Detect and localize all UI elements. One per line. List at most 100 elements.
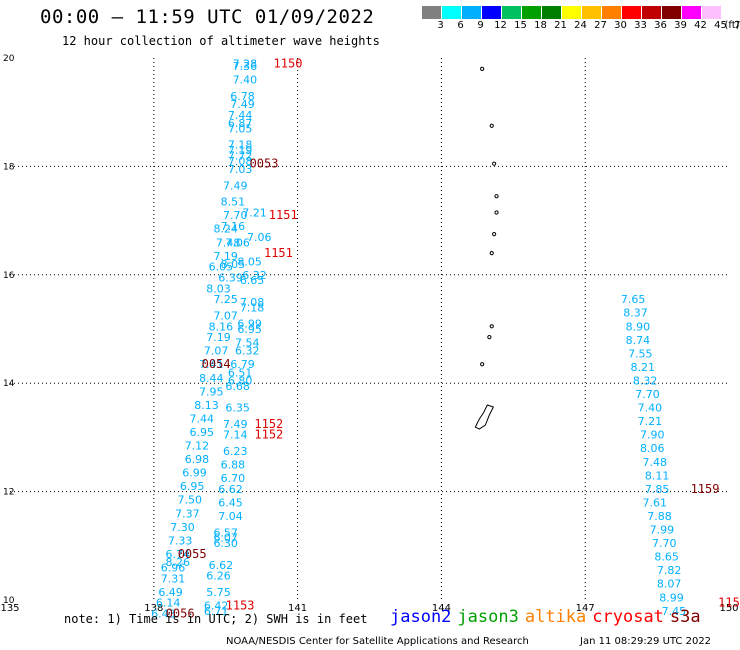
legend-swatch bbox=[602, 6, 622, 19]
wave-height-value: 5.75 bbox=[206, 586, 231, 599]
wave-height-value: 6.32 bbox=[242, 269, 267, 282]
wave-height-value: 7.44 bbox=[189, 412, 214, 425]
wave-height-value: 8.44 bbox=[199, 372, 224, 385]
legend-label: 70 bbox=[734, 20, 740, 31]
wave-height-value: 8.21 bbox=[630, 361, 655, 374]
pass-time-label: 0056 bbox=[166, 607, 195, 621]
legend-label: 39 bbox=[674, 20, 687, 31]
wave-height-value: 7.40 bbox=[233, 74, 258, 87]
wave-height-value: 6.62 bbox=[209, 559, 234, 572]
pass-time-label: 0053 bbox=[250, 157, 279, 171]
island-outline bbox=[489, 251, 494, 256]
chart-subtitle: 12 hour collection of altimeter wave hei… bbox=[62, 34, 380, 48]
wave-height-value: 6.74 bbox=[166, 548, 191, 561]
wave-height-value: 7.72 bbox=[228, 150, 253, 163]
wave-height-value: 7.33 bbox=[168, 534, 193, 547]
wave-height-value: 7.19 bbox=[213, 250, 238, 263]
island-outline bbox=[480, 362, 485, 367]
satellite-label-cryosat: cryosat bbox=[592, 607, 664, 627]
wave-height-value: 8.11 bbox=[645, 469, 670, 482]
wave-height-value: 7.49 bbox=[223, 418, 248, 431]
legend-label: 9 bbox=[477, 20, 484, 31]
plot-frame bbox=[10, 58, 729, 600]
wave-height-value: 6.95 bbox=[180, 480, 205, 493]
wave-height-value: 8.32 bbox=[633, 374, 658, 387]
wave-height-value: 7.37 bbox=[175, 507, 200, 520]
legend-swatch bbox=[522, 6, 542, 19]
wave-height-value: 6.71 bbox=[204, 605, 229, 618]
wave-height-value: 7.14 bbox=[223, 429, 248, 442]
island-outline bbox=[489, 324, 494, 329]
island-outline bbox=[494, 210, 499, 215]
x-tick-label: 150 bbox=[719, 603, 738, 614]
wave-height-value: 8.03 bbox=[206, 282, 231, 295]
wave-height-value: 7.70 bbox=[223, 209, 248, 222]
y-tick-label: 20 bbox=[3, 54, 15, 64]
generation-timestamp: Jan 11 08:29:29 UTC 2022 bbox=[580, 636, 712, 647]
pass-time-label: 1159 bbox=[691, 482, 720, 496]
island-outline-guam bbox=[474, 404, 495, 430]
legend-label: 21 bbox=[554, 20, 567, 31]
source-credit: NOAA/NESDIS Center for Satellite Applica… bbox=[226, 636, 529, 647]
wave-height-value: 7.21 bbox=[242, 206, 267, 219]
wave-height-value: 8.37 bbox=[623, 307, 648, 320]
pass-time-label: 115 bbox=[718, 596, 740, 610]
legend-label: 24 bbox=[574, 20, 587, 31]
wave-height-value: 6.14 bbox=[156, 597, 181, 610]
wave-height-value: 6.30 bbox=[213, 537, 238, 550]
wave-height-value: 7.07 bbox=[204, 345, 229, 358]
island-outline bbox=[480, 66, 485, 71]
legend-label: 45 bbox=[714, 20, 727, 31]
legend-swatch bbox=[682, 6, 702, 19]
wave-height-value: 6.45 bbox=[218, 496, 243, 509]
island-outline bbox=[492, 161, 497, 166]
wave-height-value: 8.24 bbox=[213, 223, 238, 236]
wave-height-value: 7.48 bbox=[216, 236, 241, 249]
x-tick-label: 135 bbox=[0, 603, 19, 614]
wave-height-value: 8.05 bbox=[237, 255, 262, 268]
wave-height-value: 7.50 bbox=[178, 494, 203, 507]
wave-height-value: 7.95 bbox=[199, 385, 224, 398]
wave-height-value: 6.88 bbox=[221, 459, 246, 472]
wave-height-value: 7.45 bbox=[662, 605, 687, 618]
wave-height-value: 7.19 bbox=[206, 331, 231, 344]
pass-time-label: 0055 bbox=[178, 547, 207, 561]
y-tick-label: 10 bbox=[3, 596, 15, 606]
wave-height-value: 7.18 bbox=[228, 139, 253, 152]
wave-height-value: 7.70 bbox=[635, 388, 660, 401]
wave-height-value: 7.18 bbox=[240, 301, 265, 314]
wave-height-value: 8.99 bbox=[659, 591, 684, 604]
satellite-label-jason2: jason2 bbox=[390, 607, 452, 627]
wave-height-value: 7.30 bbox=[170, 521, 195, 534]
pass-time-label: 1152 bbox=[254, 428, 283, 442]
legend-swatch bbox=[662, 6, 682, 19]
wave-height-value: 7.49 bbox=[223, 179, 248, 192]
wave-height-value: 7.40 bbox=[638, 402, 663, 415]
wave-height-value: 8.16 bbox=[209, 320, 234, 333]
wave-height-value: 6.98 bbox=[185, 453, 210, 466]
pass-time-label: 1151 bbox=[264, 246, 293, 260]
wave-height-value: 8.26 bbox=[166, 556, 191, 569]
legend-swatch bbox=[502, 6, 522, 19]
wave-height-value: 7.48 bbox=[642, 456, 667, 469]
wave-height-value: 7.70 bbox=[652, 537, 677, 550]
legend-swatch bbox=[542, 6, 562, 19]
legend-swatch bbox=[422, 6, 442, 19]
wave-height-value: 6.96 bbox=[161, 561, 186, 574]
wave-height-value: 6.42 bbox=[204, 599, 229, 612]
wave-height-value: 7.06 bbox=[225, 236, 250, 249]
wave-height-value: 8.90 bbox=[626, 320, 651, 333]
wave-height-value: 6.49 bbox=[158, 586, 183, 599]
wave-height-value: 6.05 bbox=[209, 261, 234, 274]
pass-time-label: 1150 bbox=[274, 56, 303, 70]
wave-height-value: 7.85 bbox=[645, 483, 670, 496]
chart-title: 00:00 – 11:59 UTC 01/09/2022 bbox=[40, 6, 375, 28]
y-tick-label: 16 bbox=[3, 271, 15, 281]
satellite-legend: jason2 jason3 altika cryosat s3a bbox=[390, 607, 707, 627]
wave-height-value: 6.51 bbox=[228, 366, 253, 379]
wave-height-value: 7.03 bbox=[228, 163, 253, 176]
island-outline bbox=[487, 335, 492, 340]
wave-height-value: 8.74 bbox=[626, 334, 651, 347]
satellite-label-s3a: s3a bbox=[669, 607, 701, 627]
pass-time-label: 1151 bbox=[269, 208, 298, 222]
